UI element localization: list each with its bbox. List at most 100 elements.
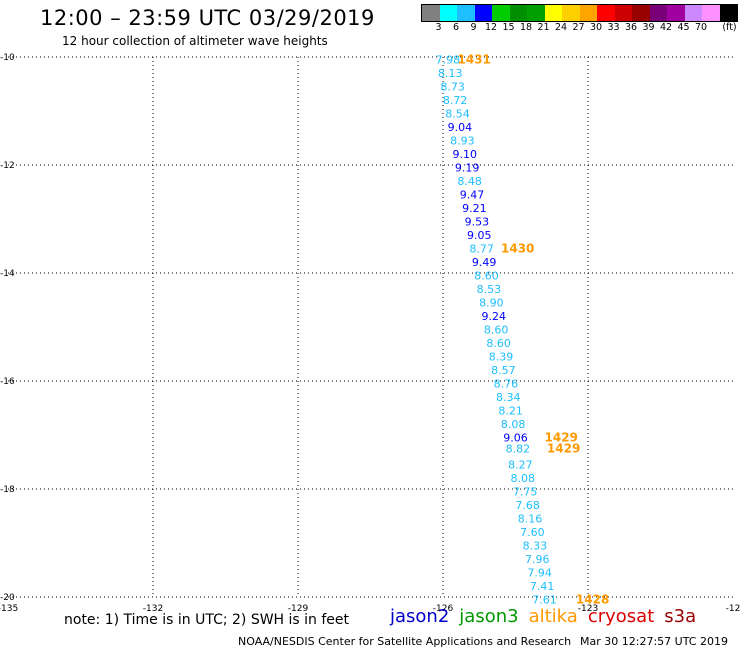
- wave-height-label: 8.60: [484, 324, 509, 337]
- footer-credit: NOAA/NESDIS Center for Satellite Applica…: [238, 635, 572, 648]
- wave-height-label: 9.06: [503, 432, 528, 445]
- wave-height-label: 8.33: [523, 540, 548, 553]
- wave-height-label: 8.60: [486, 337, 511, 350]
- wave-height-label: 8.77: [469, 243, 494, 256]
- wave-height-label: 7.60: [520, 526, 545, 539]
- data-marks: 7.988.138.738.728.549.048.939.109.198.48…: [436, 53, 610, 607]
- y-tick-label: -10: [0, 53, 15, 63]
- color-scale-unit: (ft): [722, 22, 737, 33]
- satellite-legend-item: jason2: [390, 606, 450, 627]
- color-scale-label: 27: [572, 22, 585, 33]
- footer-timestamp: Mar 30 12:27:57 UTC 2019: [580, 635, 728, 648]
- wave-height-label: 8.39: [489, 351, 514, 364]
- color-swatch: [614, 5, 632, 21]
- wave-height-label: 7.75: [513, 486, 538, 499]
- wave-height-label: 8.21: [498, 405, 523, 418]
- color-scale-label: 6: [452, 22, 460, 33]
- color-scale-label: 3: [435, 22, 442, 33]
- satellite-legend-item: s3a: [664, 606, 697, 627]
- satellite-legend: jason2 jason3 altika cryosat s3a: [390, 606, 706, 627]
- color-scale-label: 9: [470, 22, 477, 33]
- wave-height-label: 9.47: [460, 189, 485, 202]
- wave-height-label: 8.27: [508, 459, 533, 472]
- color-swatch: [562, 5, 580, 21]
- y-tick-label: -16: [0, 377, 15, 387]
- wave-height-label: 8.54: [445, 108, 470, 121]
- color-swatch: [632, 5, 650, 21]
- pass-time-label: 1428: [576, 593, 609, 607]
- x-tick-label: -129: [288, 604, 309, 614]
- pass-time-label: 1431: [458, 53, 491, 67]
- wave-height-label: 7.61: [532, 594, 557, 607]
- wave-height-label: 8.13: [438, 67, 463, 80]
- footer-note: note: 1) Time is in UTC; 2) SWH is in fe…: [64, 612, 350, 628]
- y-tick-label: -12: [0, 161, 15, 171]
- x-tick-label: -132: [143, 604, 163, 614]
- axis-ticks: -135 -132 -129 -126 -123 -12 -10 -12 -14 -16 -18 -2…: [0, 53, 740, 614]
- wave-height-label: 8.08: [501, 418, 526, 431]
- color-scale-bar: [421, 4, 738, 22]
- satellite-legend-item: cryosat: [587, 606, 655, 627]
- wave-height-label: 8.60: [474, 270, 499, 283]
- wave-height-label: 8.57: [491, 364, 516, 377]
- color-swatch: [492, 5, 510, 21]
- color-scale-label: 15: [502, 22, 515, 33]
- color-scale-label: 30: [589, 22, 603, 33]
- color-swatch: [719, 5, 737, 21]
- wave-height-label: 8.82: [506, 443, 531, 456]
- color-swatch: [527, 5, 545, 21]
- color-scale-label: 12: [484, 22, 498, 33]
- wave-height-label: 9.21: [462, 202, 487, 215]
- color-swatch: [597, 5, 615, 21]
- wave-height-label: 8.34: [496, 391, 521, 404]
- grid-lines: [8, 56, 733, 598]
- wave-height-label: 7.68: [515, 499, 540, 512]
- x-tick-label: -123: [578, 604, 598, 614]
- wave-height-label: 9.05: [467, 229, 492, 242]
- wave-height-label: 9.04: [448, 121, 473, 134]
- chart-title: 12:00 – 23:59 UTC 03/29/2019: [40, 6, 375, 30]
- color-swatch: [684, 5, 702, 21]
- x-tick-label: -12: [726, 604, 740, 614]
- color-scale-label: 24: [554, 22, 568, 33]
- pass-time-label: 1429: [545, 431, 578, 445]
- color-scale-label: 45: [677, 22, 690, 33]
- wave-height-label: 9.19: [455, 162, 480, 175]
- wave-height-label: 9.53: [465, 216, 490, 229]
- color-swatch: [649, 5, 667, 21]
- color-scale-label: 21: [537, 22, 550, 33]
- wave-height-label: 9.10: [453, 148, 478, 161]
- wave-height-label: 8.93: [450, 135, 475, 148]
- wave-height-label: 7.98: [436, 54, 461, 67]
- chart-subtitle: 12 hour collection of altimeter wave hei…: [62, 34, 328, 48]
- wave-height-label: 8.73: [440, 81, 465, 94]
- wave-height-label: 8.76: [494, 378, 519, 391]
- wave-height-label: 8.48: [457, 175, 482, 188]
- x-tick-label: -135: [0, 604, 18, 614]
- color-swatch: [509, 5, 527, 21]
- wave-height-label: 8.16: [518, 513, 543, 526]
- color-swatch: [474, 5, 492, 21]
- wave-height-label: 7.96: [525, 553, 550, 566]
- color-scale-label: 70: [694, 22, 708, 33]
- color-swatch: [544, 5, 562, 21]
- satellite-legend-item: altika: [528, 606, 578, 627]
- y-tick-label: -14: [0, 269, 15, 279]
- wave-height-label: 7.94: [527, 567, 552, 580]
- y-tick-label: -20: [0, 593, 15, 603]
- wave-height-label: 8.53: [477, 283, 502, 296]
- color-swatch: [422, 5, 440, 21]
- color-swatch: [579, 5, 597, 21]
- color-scale-label: 18: [519, 22, 533, 33]
- color-scale-label: 36: [624, 22, 638, 33]
- wave-height-label: 9.49: [472, 256, 497, 269]
- satellite-legend-item: jason3: [459, 606, 519, 627]
- color-scale-label: 39: [642, 22, 655, 33]
- pass-time-label: 1430: [501, 242, 534, 256]
- wave-height-label: 7.41: [530, 580, 555, 593]
- color-swatch: [439, 5, 457, 21]
- color-swatch: [457, 5, 475, 21]
- wave-height-label: 8.90: [479, 297, 504, 310]
- wave-height-label: 8.72: [443, 94, 468, 107]
